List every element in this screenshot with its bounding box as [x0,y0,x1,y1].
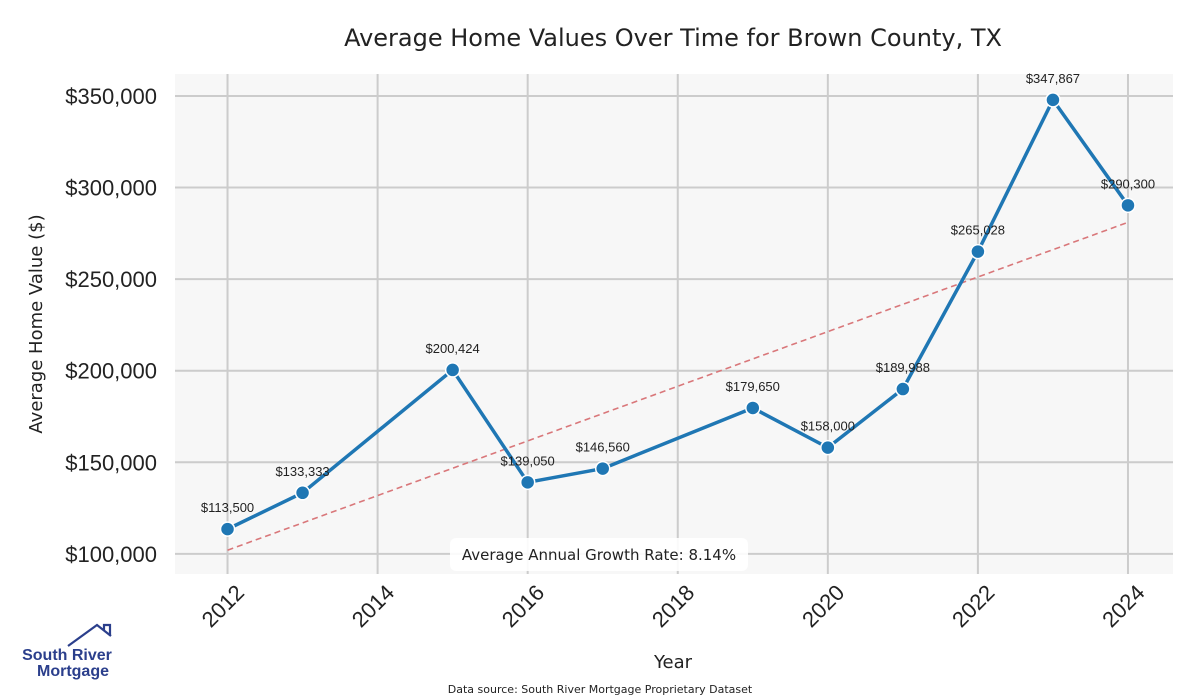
data-point [294,485,311,501]
growth-rate-box [450,538,748,571]
source-note: Data source: South River Mortgage Propri… [448,683,753,696]
data-label: $146,560 [576,440,630,455]
data-label: $290,300 [1101,176,1155,191]
data-label: $189,988 [876,360,930,375]
data-point [895,381,911,397]
data-points [219,92,1136,537]
data-label: $265,028 [951,223,1005,238]
x-tick-label: 2014 [347,580,399,632]
x-tick-label: 2012 [197,580,249,632]
data-point [444,362,461,378]
data-label: $113,500 [201,500,254,515]
y-axis-ticks: $100,000 $150,000 $200,000 $250,000 $300,000… [65,84,157,567]
data-label: $133,333 [275,464,329,479]
x-axis-ticks: 2012 2014 2016 2018 2020 2022 2024 [197,580,1150,632]
y-tick-label: $150,000 [65,450,157,475]
y-tick-label: $350,000 [65,84,157,109]
data-point [519,474,536,491]
data-point [219,521,236,537]
x-tick-label: 2020 [797,580,849,632]
plot-area [175,74,1173,574]
data-point [594,460,611,477]
chart-title: Average Home Values Over Time for Brown … [344,24,1002,52]
x-axis-label: Year [653,652,693,673]
data-label: $139,050 [501,453,555,468]
data-point [820,439,836,456]
data-label: $347,867 [1026,71,1080,86]
x-tick-label: 2022 [947,580,999,632]
y-tick-label: $100,000 [65,542,157,567]
y-tick-label: $250,000 [65,267,157,292]
y-tick-label: $200,000 [65,359,157,384]
x-tick-label: 2016 [497,580,549,632]
company-logo: South River Mortgage [22,623,112,680]
data-point [970,243,986,260]
data-label: $158,000 [801,419,855,434]
growth-rate-text: Average Annual Growth Rate: 8.14% [462,546,736,564]
y-axis-label: Average Home Value ($) [26,214,47,433]
x-tick-label: 2024 [1097,580,1149,632]
growth-rate-annotation: Average Annual Growth Rate: 8.14% [450,538,748,571]
data-point [1045,92,1061,108]
data-label: $200,424 [426,341,480,356]
house-roof-icon [67,623,112,647]
data-label: $179,650 [726,379,780,394]
data-point [745,400,761,416]
x-tick-label: 2018 [647,580,699,632]
data-point [1120,197,1136,214]
logo-line2: Mortgage [37,663,109,680]
logo-line1: South River [22,647,112,664]
y-tick-label: $300,000 [65,176,157,201]
data-labels: $113,500 $133,333 $200,424 $139,050 $146,560… [201,71,1155,515]
